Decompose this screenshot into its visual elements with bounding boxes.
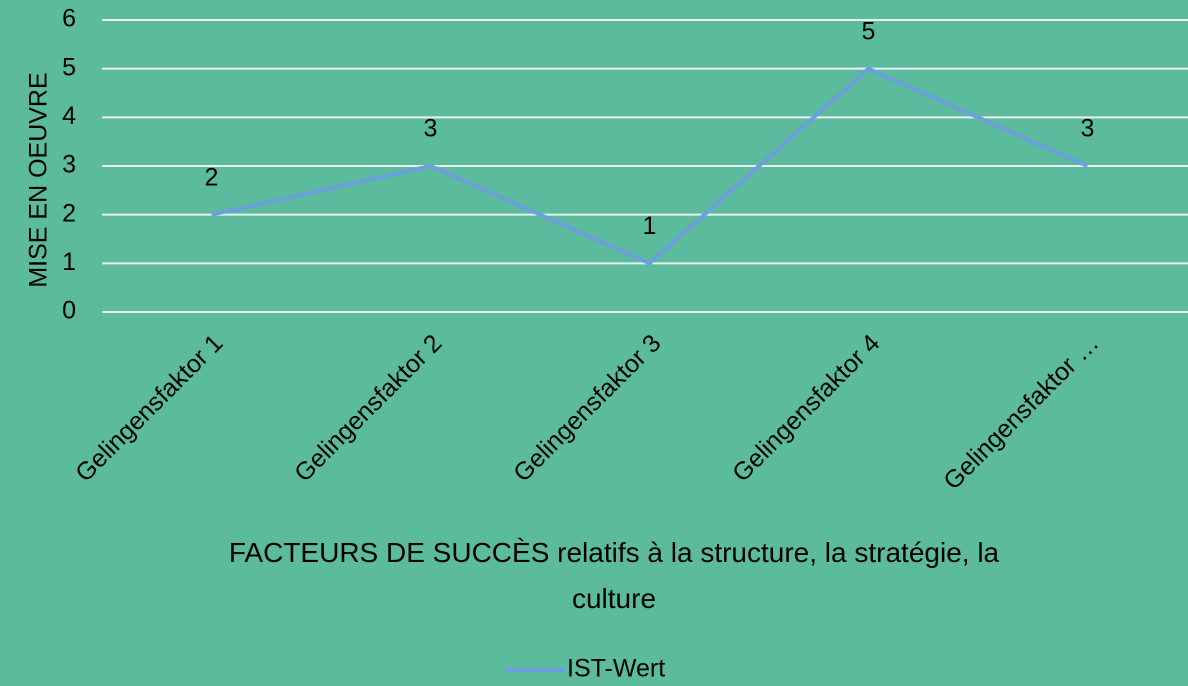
data-label: 2 — [205, 163, 219, 191]
y-tick-label: 1 — [62, 248, 76, 276]
x-tick-label: Gelingensfaktor 1 — [70, 329, 228, 487]
y-tick-label: 5 — [62, 53, 76, 81]
x-tick-label: Gelingensfaktor … — [938, 329, 1104, 495]
x-axis-label: FACTEURS DE SUCCÈS relatifs à la structu… — [228, 537, 1000, 614]
data-label: 3 — [1081, 115, 1095, 143]
y-tick-label: 6 — [62, 5, 76, 33]
x-tick-label: Gelingensfaktor 4 — [727, 329, 885, 487]
data-label: 5 — [862, 17, 876, 45]
x-tick-label: Gelingensfaktor 3 — [508, 329, 666, 487]
y-tick-label: 0 — [62, 297, 76, 325]
data-label: 1 — [643, 212, 657, 240]
legend-label: IST-Wert — [567, 655, 665, 683]
y-tick-label: 3 — [62, 151, 76, 179]
data-label: 3 — [424, 115, 438, 143]
y-tick-label: 2 — [62, 199, 76, 227]
y-tick-label: 4 — [62, 102, 76, 130]
x-tick-label: Gelingensfaktor 2 — [289, 329, 447, 487]
line — [211, 66, 1089, 266]
y-axis-label: MISE EN OEUVRE — [25, 72, 53, 287]
